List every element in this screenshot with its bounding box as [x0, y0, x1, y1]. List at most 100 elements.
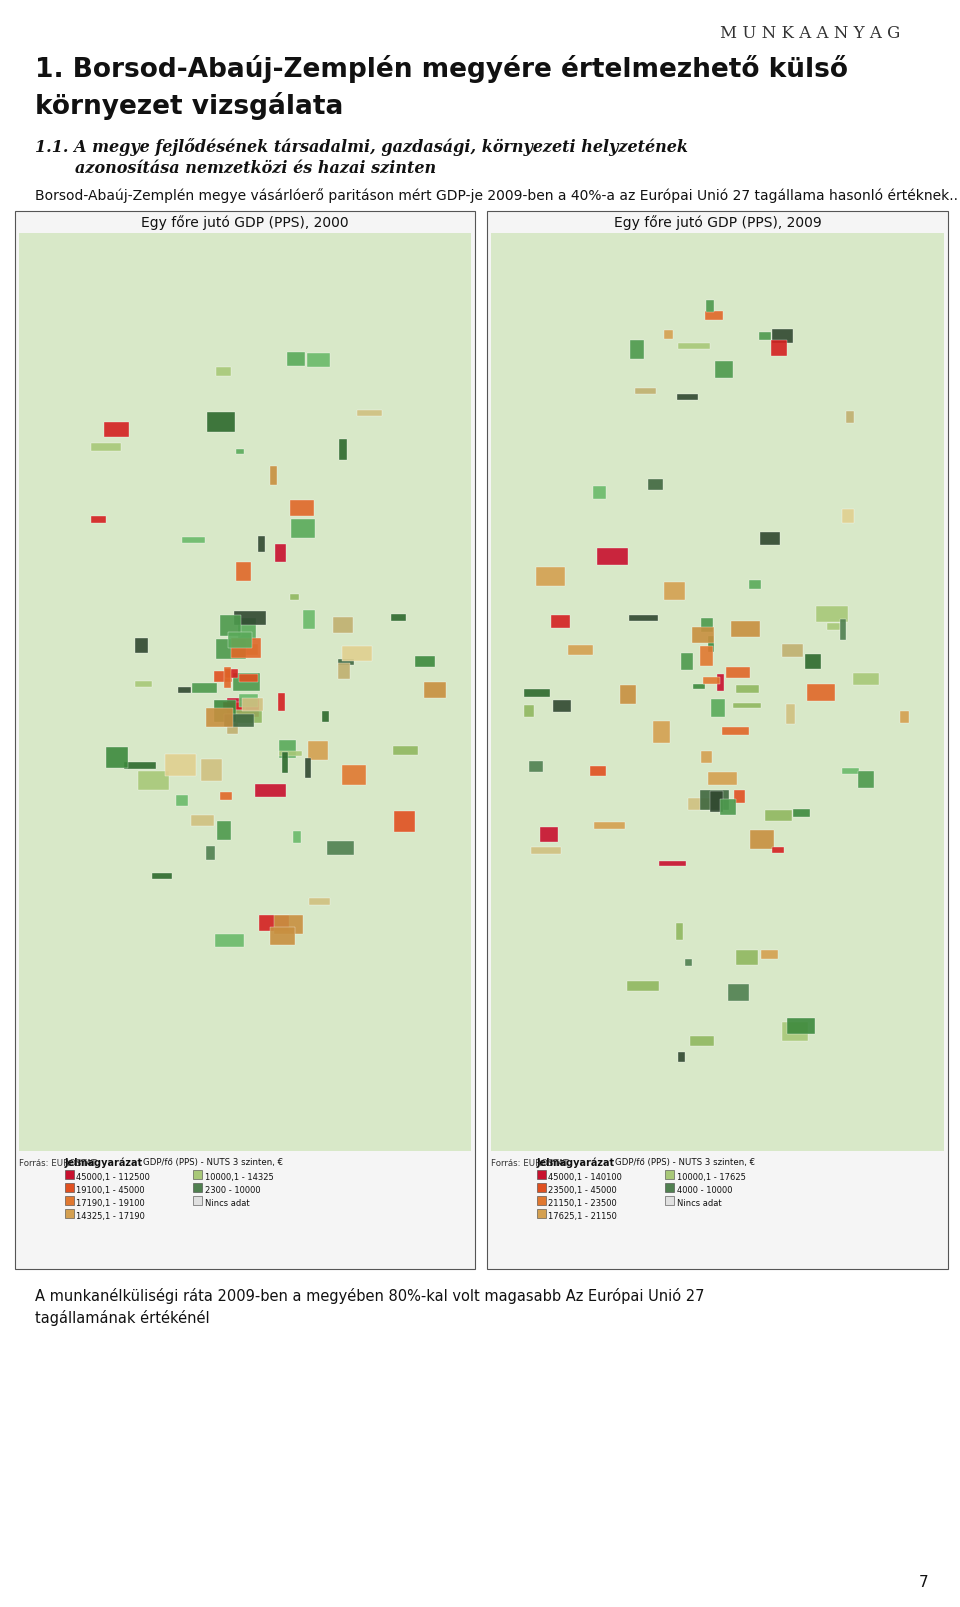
Bar [231, 638, 261, 659]
Bar [279, 741, 296, 759]
Bar [91, 517, 106, 524]
Bar [524, 705, 534, 717]
Bar [685, 959, 692, 966]
Bar [206, 709, 233, 728]
Text: Borsod-Abaúj-Zemplén megye vásárlóerő paritáson mért GDP-je 2009-ben a 40%-a az : Borsod-Abaúj-Zemplén megye vásárlóerő pa… [35, 188, 958, 202]
Bar [665, 1196, 674, 1205]
Bar [734, 791, 745, 804]
Bar [333, 617, 353, 633]
Bar [176, 795, 188, 807]
Bar [303, 611, 315, 630]
Bar [137, 771, 169, 791]
Bar [665, 1170, 674, 1180]
Bar [287, 352, 305, 366]
Text: 17190,1 - 19100: 17190,1 - 19100 [76, 1199, 145, 1207]
Bar [858, 771, 874, 789]
Bar [840, 620, 847, 640]
Bar [568, 646, 592, 656]
Text: környezet vizsgálata: környezet vizsgálata [35, 92, 344, 121]
Bar [706, 312, 724, 321]
Text: 21150,1 - 23500: 21150,1 - 23500 [548, 1199, 616, 1207]
Bar [853, 673, 878, 685]
Bar [590, 767, 606, 776]
Bar [537, 567, 565, 587]
Bar [259, 916, 289, 932]
Bar [782, 1022, 808, 1041]
Bar [706, 301, 714, 312]
Bar [805, 654, 821, 670]
Bar [239, 675, 258, 683]
Bar [193, 1170, 202, 1180]
Bar [217, 821, 230, 840]
Text: azonosítása nemzetközi és hazai szinten: azonosítása nemzetközi és hazai szinten [75, 161, 436, 177]
Bar [653, 722, 670, 744]
Bar [702, 752, 712, 763]
Bar [291, 519, 315, 538]
Bar [765, 810, 792, 821]
Bar [135, 640, 149, 654]
Bar [720, 800, 736, 815]
Text: GDP/fő (PPS) - NUTS 3 szinten, €: GDP/fő (PPS) - NUTS 3 szinten, € [615, 1157, 756, 1167]
Bar [690, 1037, 714, 1046]
Bar [201, 760, 223, 781]
Bar [278, 693, 285, 712]
Text: 1.1. A megye fejlődésének társadalmi, gazdasági, környezeti helyzetének: 1.1. A megye fejlődésének társadalmi, ga… [35, 138, 688, 156]
Text: 45000,1 - 112500: 45000,1 - 112500 [76, 1172, 150, 1181]
Bar [193, 1183, 202, 1192]
Bar [524, 689, 549, 697]
Bar [234, 612, 266, 625]
Bar [339, 664, 350, 680]
Bar [255, 784, 286, 797]
Bar [206, 413, 234, 432]
Text: 14325,1 - 17190: 14325,1 - 17190 [76, 1212, 145, 1220]
Bar [236, 644, 258, 656]
Bar [736, 950, 757, 966]
Bar [293, 832, 301, 844]
Bar [665, 1183, 674, 1192]
Text: 17625,1 - 21150: 17625,1 - 21150 [548, 1212, 617, 1220]
Bar [308, 741, 328, 760]
Bar [761, 951, 778, 959]
Text: tagállamának értékénél: tagállamának értékénél [35, 1310, 209, 1326]
Bar [309, 898, 329, 905]
Bar [216, 368, 231, 378]
Bar [900, 712, 909, 723]
Bar [726, 667, 751, 678]
Bar [91, 444, 121, 452]
Bar [322, 712, 328, 722]
Bar [282, 752, 288, 773]
Bar [693, 685, 705, 689]
Text: 2300 - 10000: 2300 - 10000 [205, 1186, 260, 1194]
Bar [842, 509, 853, 524]
Bar [339, 439, 347, 461]
Bar [597, 550, 628, 566]
Bar [242, 699, 263, 712]
Bar [540, 828, 558, 842]
Text: Forrás: EUROSTAT: Forrás: EUROSTAT [19, 1159, 97, 1167]
Bar [192, 685, 217, 694]
Bar [732, 704, 761, 709]
Bar [537, 1170, 546, 1180]
Bar [793, 810, 810, 818]
Text: 19100,1 - 45000: 19100,1 - 45000 [76, 1186, 145, 1194]
Bar [393, 747, 418, 755]
Bar [134, 681, 152, 688]
Bar [214, 672, 232, 683]
Bar [551, 615, 570, 628]
Bar [782, 644, 804, 657]
Bar [537, 1208, 546, 1218]
Text: A munkanélküliségi ráta 2009-ben a megyében 80%-kal volt magasabb Az Európai Uni: A munkanélküliségi ráta 2009-ben a megyé… [35, 1287, 705, 1303]
Bar [65, 1208, 74, 1218]
Bar [700, 791, 729, 810]
Bar [65, 1170, 74, 1180]
Bar [190, 816, 214, 826]
Bar [342, 648, 372, 662]
Bar [275, 916, 303, 935]
Bar [827, 624, 840, 630]
Bar [15, 212, 475, 1270]
Bar [271, 927, 295, 945]
Bar [732, 622, 759, 638]
Bar [415, 656, 435, 669]
Bar [710, 791, 723, 812]
Text: 1. Borsod-Abaúj-Zemplén megyére értelmezhető külső: 1. Borsod-Abaúj-Zemplén megyére értelmez… [35, 55, 848, 84]
